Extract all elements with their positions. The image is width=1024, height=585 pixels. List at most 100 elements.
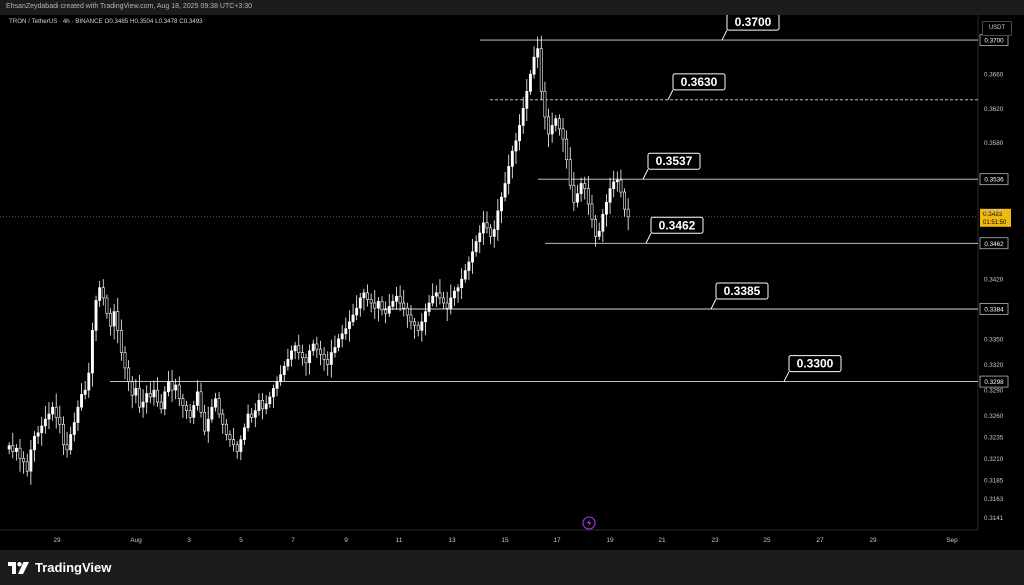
candle xyxy=(557,114,561,136)
y-tick-label: 0.3620 xyxy=(984,106,1004,113)
level-axis-tag xyxy=(979,303,1009,315)
level-callout[interactable] xyxy=(788,355,842,373)
candle xyxy=(521,97,525,134)
candle xyxy=(195,380,199,411)
candle xyxy=(315,336,319,358)
candle xyxy=(33,431,36,462)
candle xyxy=(344,317,348,340)
level-callout[interactable] xyxy=(715,282,769,300)
candle xyxy=(467,256,471,280)
candle xyxy=(235,441,239,459)
candle xyxy=(224,419,228,441)
candle xyxy=(452,286,456,306)
symbol-legend: TRON / TetherUS · 4h · BINANCE O0.3485 H… xyxy=(9,18,203,25)
level-callout[interactable] xyxy=(647,152,701,170)
candle xyxy=(18,439,22,472)
candle xyxy=(547,108,550,148)
candle xyxy=(304,353,308,376)
candle xyxy=(297,334,301,360)
candle xyxy=(431,283,435,307)
candle xyxy=(496,199,500,241)
candle xyxy=(243,423,246,445)
candle xyxy=(568,147,572,190)
candle xyxy=(489,224,493,245)
y-tick-label: 0.3210 xyxy=(984,456,1004,463)
candle xyxy=(405,302,409,328)
footer-bar xyxy=(0,550,1024,585)
candle xyxy=(384,301,388,324)
candle xyxy=(583,176,587,200)
x-tick-label: 21 xyxy=(658,537,666,544)
level-pointer xyxy=(642,169,649,180)
x-tick-label: 17 xyxy=(553,537,561,544)
x-tick-label: 27 xyxy=(816,537,824,544)
countdown-label: 01:51:50 xyxy=(983,220,1007,226)
level-pointer xyxy=(645,233,652,244)
x-tick-label: 15 xyxy=(501,537,509,544)
candle xyxy=(525,79,529,122)
candle xyxy=(181,393,185,418)
candle xyxy=(597,222,601,241)
candle xyxy=(286,348,290,371)
tradingview-logo-icon xyxy=(8,561,29,574)
candle xyxy=(25,453,29,477)
candle xyxy=(11,432,15,459)
candle xyxy=(319,340,322,366)
candle xyxy=(445,291,449,322)
candle xyxy=(594,215,598,247)
candle xyxy=(217,392,221,419)
tradingview-logo[interactable]: TradingView xyxy=(8,560,111,575)
candle xyxy=(326,351,330,376)
x-tick-label: 23 xyxy=(711,537,719,544)
x-tick-label: Sep xyxy=(946,537,958,544)
candle xyxy=(528,69,532,95)
candle xyxy=(268,391,272,408)
candle xyxy=(554,115,558,132)
symbol-name: TRON / TetherUS · 4h · BINANCE xyxy=(9,18,103,25)
level-axis-label: 0.3384 xyxy=(984,307,1004,314)
y-tick-label: 0.3350 xyxy=(984,336,1004,343)
candle xyxy=(438,279,442,305)
candle xyxy=(271,384,275,408)
candle xyxy=(105,294,109,319)
candle xyxy=(579,177,583,202)
candle xyxy=(134,379,138,404)
time-axis: 29 Aug 3 5 7 9 11 13 15 17 19 21 23 25 27 29 Sep xyxy=(53,537,958,544)
candle xyxy=(460,268,464,300)
candle xyxy=(210,398,214,423)
candle xyxy=(250,408,254,423)
candle xyxy=(608,177,612,214)
level-callout[interactable] xyxy=(650,216,704,234)
candle xyxy=(355,295,359,321)
candle xyxy=(170,370,174,402)
candle xyxy=(130,376,134,409)
candle xyxy=(156,377,160,407)
y-tick-label: 0.3660 xyxy=(984,72,1004,79)
candle xyxy=(333,335,337,358)
currency-button[interactable]: USDT xyxy=(982,21,1012,36)
level-callout[interactable] xyxy=(672,73,726,91)
level-callout-label: 0.3630 xyxy=(681,75,718,89)
candle xyxy=(141,389,145,418)
candle xyxy=(275,376,279,397)
candle xyxy=(83,380,87,400)
candle xyxy=(456,284,460,303)
candle xyxy=(500,192,503,224)
candle xyxy=(329,339,333,378)
flash-icon[interactable] xyxy=(582,516,596,530)
candle xyxy=(376,297,380,322)
candle xyxy=(206,406,210,443)
candle xyxy=(623,188,627,217)
candle xyxy=(416,321,420,337)
price-chart[interactable]: 0.3700 0.3536 0.3462 0.3384 0.3298 0.3493 01:5… xyxy=(0,15,1024,550)
level-pointer xyxy=(667,89,674,101)
candle xyxy=(61,416,65,455)
candle xyxy=(185,400,188,419)
x-tick-label: 13 xyxy=(448,537,456,544)
candle xyxy=(590,194,594,228)
y-tick-label: 0.3420 xyxy=(984,277,1004,284)
candle xyxy=(619,169,623,198)
candle xyxy=(347,310,351,342)
candle xyxy=(612,170,616,198)
level-callout[interactable] xyxy=(726,15,780,31)
